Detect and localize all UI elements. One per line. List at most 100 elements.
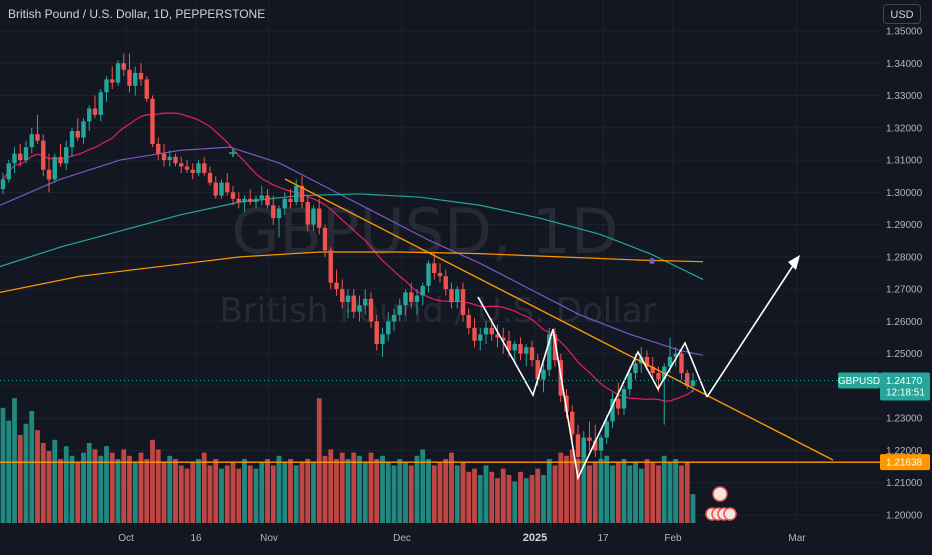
volume-bar [265, 459, 270, 523]
candle-body [690, 380, 696, 386]
volume-bar [667, 462, 673, 523]
candle-body [552, 334, 558, 361]
price-tick-label: 1.30000 [886, 188, 923, 199]
volume-bar [75, 462, 81, 523]
candle-body [104, 79, 109, 93]
candle-body [501, 337, 506, 341]
candle-body [35, 134, 40, 141]
candle-body [334, 282, 339, 290]
event-icons[interactable] [705, 486, 737, 521]
ma-crossover-marker [649, 258, 655, 264]
candle-body [156, 143, 161, 154]
volume-bar [339, 452, 345, 523]
candle-body [345, 295, 351, 303]
candle-body [259, 195, 264, 199]
candle-body [305, 202, 310, 225]
volume-bar [322, 455, 328, 523]
volume-bar [644, 459, 650, 523]
volume-bar [661, 455, 667, 523]
candle-body [357, 305, 362, 312]
volume-bar [305, 459, 311, 523]
volume-bar [293, 465, 299, 523]
candle-body [518, 343, 523, 354]
price-tick-label: 1.21000 [886, 478, 923, 489]
volume-bar [391, 465, 397, 523]
candle-body [667, 356, 673, 367]
candle-body [98, 92, 103, 115]
volume-bar [679, 465, 684, 523]
symbol-tag-label: GBPUSD [838, 376, 880, 387]
candle-body [294, 185, 299, 203]
candle-body [322, 227, 328, 251]
time-tick-label: Feb [664, 533, 682, 544]
volume-bar [604, 455, 610, 523]
projection-arrow-line [706, 257, 799, 398]
candle-body [420, 285, 425, 296]
volume-bar [201, 452, 207, 523]
volume-bar [40, 443, 46, 523]
volume-bar [546, 459, 552, 523]
volume-bar [575, 459, 581, 523]
candle-body [92, 108, 98, 115]
volume-bar [558, 452, 564, 523]
volume-bar [357, 455, 362, 523]
candle-body [598, 437, 604, 451]
symbol-tag-bg [838, 372, 880, 389]
price-tick-label: 1.28000 [886, 252, 923, 263]
volume-bar [150, 439, 155, 523]
time-tick-label: Dec [393, 533, 411, 544]
candle-body [219, 182, 224, 196]
candle-body [391, 314, 397, 322]
volume-bar [690, 494, 696, 523]
volume-bar [253, 468, 259, 523]
pattern-zigzag [477, 296, 708, 481]
candle-body [386, 321, 391, 335]
volume-bar [86, 443, 92, 523]
volume-bar [167, 455, 173, 523]
time-axis[interactable]: Oct 16 Nov Dec 2025 17 Feb Mar [118, 532, 806, 544]
candle-body [196, 163, 201, 173]
candle-body [29, 134, 34, 148]
volume-bar [115, 459, 121, 523]
candle-body [207, 172, 213, 183]
price-tick-label: 1.29000 [886, 220, 923, 231]
time-tick-label: Oct [118, 533, 134, 544]
event-flag-icon [712, 486, 728, 502]
volume-bar [270, 465, 276, 523]
price-tick-label: 1.34000 [886, 59, 923, 70]
volume-bar [426, 459, 431, 523]
candle-body [368, 298, 374, 322]
volume-bar [523, 478, 529, 523]
price-tick-label: 1.22000 [886, 446, 923, 457]
currency-button[interactable]: USD [883, 4, 921, 24]
candle-body [46, 169, 52, 180]
candle-body [575, 434, 581, 457]
candle-body [173, 156, 178, 164]
volume-bars [0, 398, 696, 523]
candle-body [403, 292, 408, 306]
candle-body [230, 192, 236, 199]
volume-bar [627, 465, 633, 523]
volume-bar [414, 455, 420, 523]
candle-body [144, 79, 149, 99]
volume-bar [178, 465, 184, 523]
volume-bar [368, 452, 374, 523]
candle-body [242, 198, 247, 203]
candle-body [253, 198, 259, 203]
price-tag-countdown: 12:18:51 [886, 387, 925, 398]
candle-body [621, 389, 627, 409]
volume-bar [184, 468, 190, 523]
descending-trendline [284, 178, 834, 461]
candle-body [138, 72, 144, 80]
volume-bar [489, 471, 495, 523]
volume-bar [213, 459, 219, 523]
volume-bar [518, 471, 523, 523]
volume-bar [190, 462, 196, 523]
candle-body [0, 179, 6, 190]
volume-bar [276, 455, 282, 523]
price-tick-label: 1.33000 [886, 91, 923, 102]
drawings[interactable] [0, 149, 880, 481]
volume-bar [316, 398, 322, 523]
